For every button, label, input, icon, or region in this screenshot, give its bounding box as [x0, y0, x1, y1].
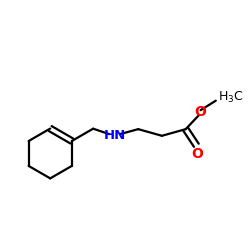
- Text: O: O: [191, 147, 203, 161]
- Text: HN: HN: [103, 129, 126, 142]
- Text: O: O: [195, 105, 206, 119]
- Text: H$_3$C: H$_3$C: [218, 90, 244, 105]
